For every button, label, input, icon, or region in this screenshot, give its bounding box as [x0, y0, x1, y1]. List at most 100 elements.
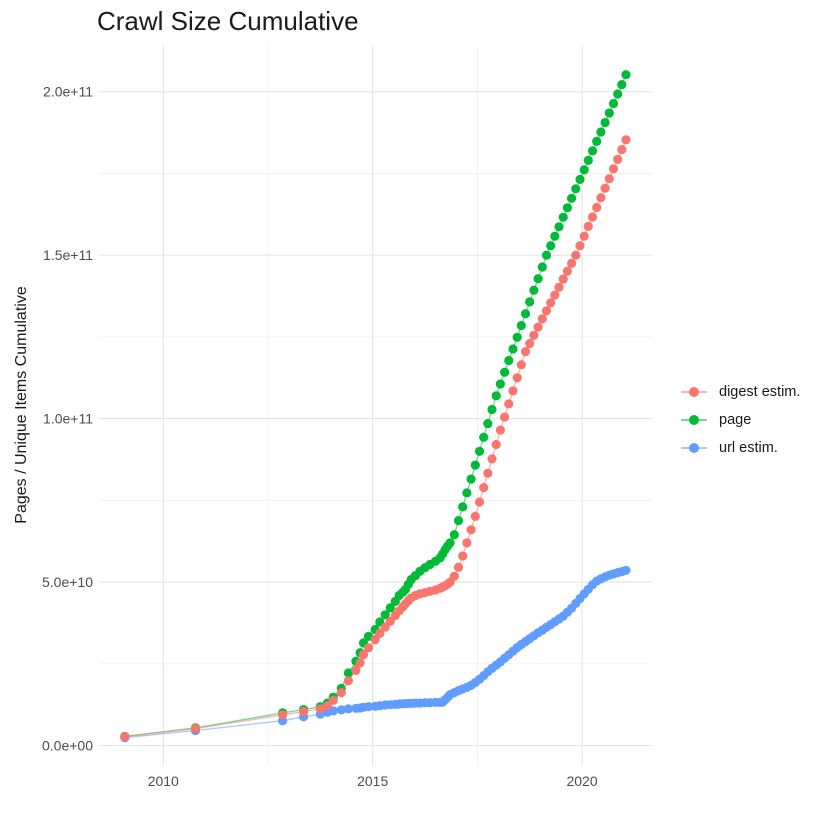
data-point	[120, 732, 130, 742]
data-point	[613, 89, 623, 99]
data-point	[449, 530, 459, 540]
data-point	[558, 274, 568, 284]
data-point	[278, 710, 288, 720]
series-url-estim	[120, 565, 631, 743]
data-point	[587, 212, 598, 222]
data-point	[315, 704, 325, 714]
data-point	[592, 202, 602, 213]
data-point	[328, 695, 338, 706]
data-point	[487, 404, 497, 415]
data-point	[575, 174, 585, 184]
data-point	[550, 231, 560, 241]
data-point	[479, 432, 489, 442]
data-point	[322, 701, 332, 711]
data-point	[600, 117, 610, 128]
data-point	[445, 538, 455, 548]
data-point	[479, 483, 489, 493]
data-point	[525, 297, 535, 307]
data-point	[596, 127, 606, 137]
data-point	[508, 344, 518, 354]
data-point	[546, 298, 556, 308]
data-point	[537, 314, 547, 324]
data-point	[608, 98, 619, 109]
data-point	[567, 258, 577, 268]
y-tick-label: 2.0e+11	[43, 84, 93, 100]
grid-minor	[99, 45, 652, 766]
data-point	[500, 412, 510, 422]
data-point	[495, 379, 505, 389]
data-point	[608, 164, 619, 174]
legend-item-digest-estim: digest estim.	[681, 378, 800, 406]
legend-item-url-estim: url estim.	[681, 434, 800, 462]
data-point	[567, 193, 577, 203]
data-point	[579, 165, 589, 175]
data-point	[604, 108, 614, 118]
data-point	[336, 705, 346, 715]
y-tick-label: 5.0e+10	[42, 574, 93, 590]
data-point	[351, 665, 361, 676]
x-tick-label: 2010	[148, 773, 179, 789]
data-point	[512, 332, 522, 342]
legend-label: digest estim.	[719, 384, 801, 400]
x-tick-label: 2020	[566, 773, 597, 789]
data-point	[529, 330, 539, 340]
data-point	[617, 80, 627, 90]
data-point	[571, 184, 581, 194]
data-point	[583, 155, 593, 165]
axis-tick-labels: 0.0e+00 5.0e+10 1.0e+11 1.5e+11 2.0e+11 2010 2…	[42, 84, 598, 789]
data-point	[466, 474, 476, 484]
data-point	[587, 146, 598, 156]
series-page	[120, 70, 631, 742]
y-tick-label: 0.0e+00	[42, 738, 93, 754]
legend-key-icon	[681, 383, 707, 401]
data-point	[575, 241, 585, 251]
data-point	[343, 704, 353, 714]
data-point	[525, 338, 535, 349]
data-point	[546, 241, 556, 251]
data-point	[562, 203, 573, 213]
data-point	[449, 571, 459, 581]
data-point	[504, 399, 514, 409]
data-point	[491, 439, 501, 450]
data-point	[495, 425, 505, 435]
data-point	[529, 285, 539, 295]
chart-title: Crawl Size Cumulative	[97, 6, 359, 36]
data-point	[562, 266, 573, 276]
data-point	[466, 525, 476, 535]
series-line	[124, 569, 627, 739]
data-point	[385, 603, 395, 613]
data-point	[474, 446, 485, 456]
data-point	[516, 320, 526, 331]
data-point	[487, 454, 497, 464]
data-point	[470, 460, 480, 470]
data-point	[343, 676, 353, 686]
data-point	[554, 282, 564, 292]
data-point	[343, 668, 353, 678]
data-point	[558, 212, 568, 222]
data-point	[583, 221, 593, 231]
data-point	[328, 706, 338, 716]
data-point	[600, 183, 610, 193]
data-point	[299, 707, 309, 717]
data-point	[363, 702, 374, 712]
data-point	[592, 136, 602, 146]
data-point	[358, 650, 369, 660]
y-axis-title: Pages / Unique Items Cumulative	[13, 286, 30, 524]
data-point	[380, 610, 390, 620]
data-point	[474, 497, 485, 507]
data-point	[537, 262, 547, 272]
data-point	[504, 355, 514, 366]
legend-label: url estim.	[719, 440, 778, 456]
data-point	[375, 628, 385, 639]
legend-label: page	[719, 412, 752, 428]
data-point	[453, 516, 464, 526]
legend: digest estim. page url estim.	[681, 378, 800, 462]
data-point	[512, 373, 522, 383]
data-point	[462, 488, 472, 498]
data-point	[533, 322, 543, 332]
data-point	[458, 551, 468, 561]
data-point	[458, 502, 468, 512]
y-tick-label: 1.0e+11	[43, 411, 93, 427]
data-point	[491, 391, 501, 401]
